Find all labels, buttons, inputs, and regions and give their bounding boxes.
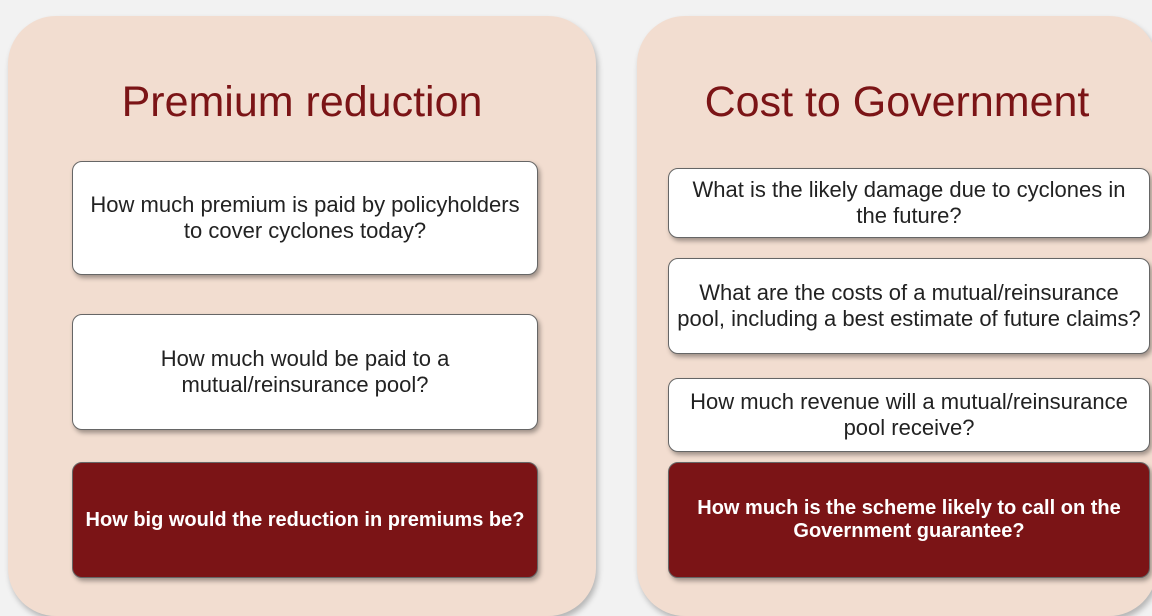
question-box: What are the costs of a mutual/reinsuran… bbox=[668, 258, 1150, 354]
diagram: Premium reduction How much premium is pai… bbox=[8, 16, 1152, 616]
panel-title: Premium reduction bbox=[121, 78, 483, 126]
question-box: What is the likely damage due to cyclone… bbox=[668, 168, 1150, 238]
question-box: How much premium is paid by policyholder… bbox=[72, 161, 538, 275]
question-box: How much is the scheme likely to call on… bbox=[668, 462, 1150, 578]
question-box: How much revenue will a mutual/reinsuran… bbox=[668, 378, 1150, 452]
question-box: How much would be paid to a mutual/reins… bbox=[72, 314, 538, 430]
panel-title: Cost to Government bbox=[704, 78, 1090, 126]
question-box: How big would the reduction in premiums … bbox=[72, 462, 538, 578]
